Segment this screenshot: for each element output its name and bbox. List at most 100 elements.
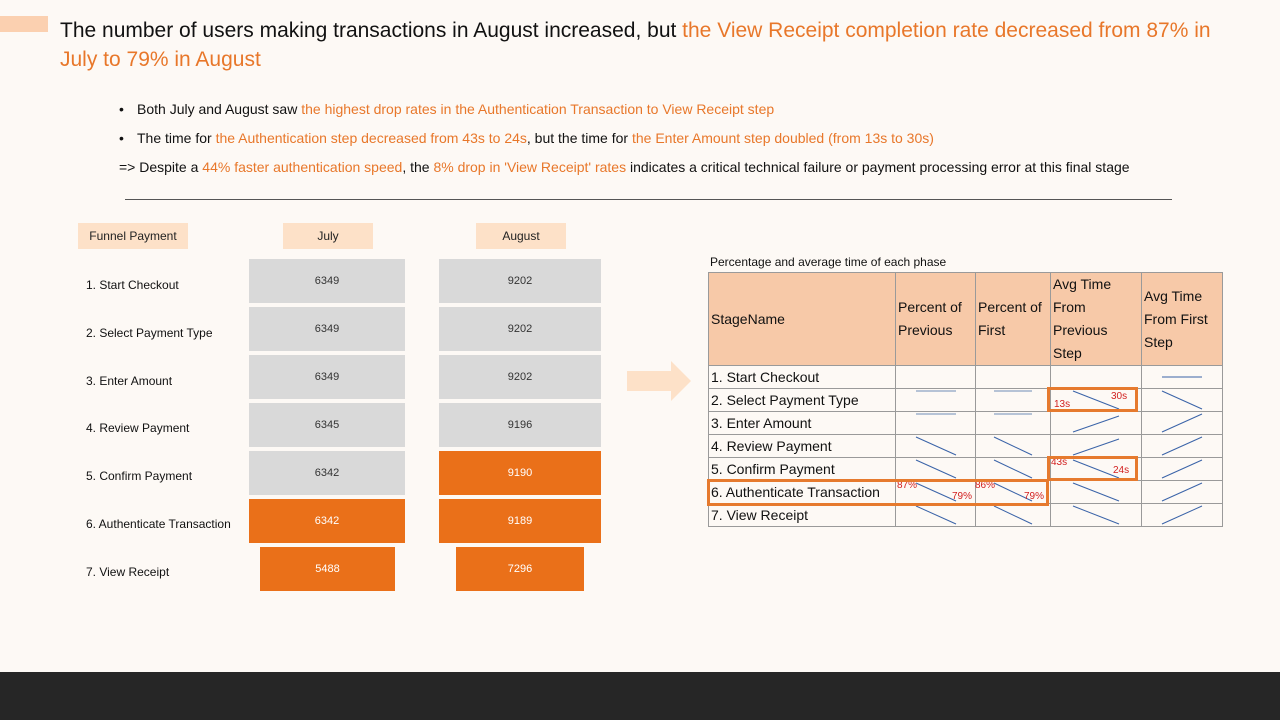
sparkline-up (1161, 436, 1203, 456)
sparkline-cell (975, 365, 1051, 389)
insight-bullet-2: • The time for the Authentication step d… (119, 128, 1199, 157)
table-header-cell: Percent of Previous (895, 272, 976, 366)
conclusion-text: => Despite a (119, 159, 203, 175)
footer-bar (0, 672, 1280, 720)
table-header-cell: Avg Time From First Step (1141, 272, 1223, 366)
august-funnel-bar-highlight: 7296 (456, 547, 584, 591)
august-funnel-bar: 9202 (439, 307, 601, 351)
july-column-header: July (283, 223, 373, 249)
table-row: 5. Confirm Payment (708, 457, 1223, 481)
table-row: 4. Review Payment (708, 434, 1223, 458)
funnel-stage-label: 1. Start Checkout (86, 278, 179, 292)
sparkline-cell (1141, 411, 1223, 435)
august-funnel-bar: 9202 (439, 355, 601, 399)
sparkline-down (915, 505, 957, 525)
sparkline-cell (975, 503, 1051, 527)
conclusion-highlight: 8% drop in 'View Receipt' rates (433, 159, 627, 175)
sparkline-cell (1141, 503, 1223, 527)
funnel-stage-label: 5. Confirm Payment (86, 469, 193, 483)
sparkline-cell (975, 388, 1051, 412)
sparkline-up (1161, 413, 1203, 433)
title-part-1: The number of users making transactions … (60, 19, 683, 42)
stage-name-cell: 6. Authenticate Transaction (708, 480, 896, 504)
sparkline-flat (994, 390, 1032, 392)
stage-name-cell: 3. Enter Amount (708, 411, 896, 435)
sparkline-down (1072, 390, 1120, 410)
sparkline-down (915, 459, 957, 479)
sparkline-up (1072, 438, 1120, 456)
title-part-2-highlight: the View Receipt completion rate decreas… (60, 19, 1211, 71)
phase-table: StageName Percent of Previous Percent of… (708, 272, 1223, 527)
table-header-row: StageName Percent of Previous Percent of… (708, 272, 1223, 366)
right-arrow-icon (627, 361, 691, 401)
bullet-highlight: the highest drop rates in the Authentica… (301, 101, 775, 117)
view-receipt-first-august: 79% (1024, 491, 1045, 502)
title-accent-bar (0, 16, 48, 32)
august-funnel-bar: 9202 (439, 259, 601, 303)
sparkline-cell (1141, 434, 1223, 458)
table-header-cell: Percent of First (975, 272, 1051, 366)
sparkline-cell (895, 434, 976, 458)
table-row: 2. Select Payment Type (708, 388, 1223, 412)
july-funnel-bar: 6349 (249, 259, 405, 303)
highlight-box-enter-amount (1047, 387, 1138, 412)
bullet-highlight: the Enter Amount step doubled (from 13s … (631, 130, 934, 146)
conclusion-text: , the (402, 159, 434, 175)
sparkline-cell (895, 503, 976, 527)
bullet-text: Both July and August saw (137, 101, 302, 117)
bullet-dot-icon: • (119, 101, 124, 117)
july-funnel-bar-highlight: 5488 (260, 547, 395, 591)
table-row: 6. Authenticate Transaction (708, 480, 1223, 504)
funnel-header: Funnel Payment (78, 223, 188, 249)
bullet-dot-icon: • (119, 130, 124, 146)
funnel-stage-label: 4. Review Payment (86, 421, 190, 435)
august-funnel-bar-highlight: 9189 (439, 499, 601, 543)
sparkline-cell (895, 457, 976, 481)
sparkline-cell (895, 480, 976, 504)
stage-name-cell: 5. Confirm Payment (708, 457, 896, 481)
august-funnel-bar-highlight: 9190 (439, 451, 601, 495)
bullet-highlight: the Authentication step decreased from 4… (215, 130, 527, 146)
sparkline-cell (1050, 365, 1142, 389)
table-header-cell: StageName (708, 272, 896, 366)
august-funnel-bar: 9196 (439, 403, 601, 447)
sparkline-flat (994, 413, 1032, 415)
funnel-stage-label: 2. Select Payment Type (86, 326, 213, 340)
sparkline-cell (895, 365, 976, 389)
july-funnel-bar: 6345 (249, 403, 405, 447)
enter-amount-july-time: 13s (1054, 399, 1071, 410)
bullet-text: The time for (137, 130, 216, 146)
sparkline-down (1161, 390, 1203, 410)
sparkline-cell (1050, 388, 1142, 412)
sparkline-down (993, 505, 1033, 525)
sparkline-cell (1050, 434, 1142, 458)
funnel-stage-label: 7. View Receipt (86, 565, 170, 579)
auth-august-time: 24s (1113, 465, 1130, 476)
sparkline-flat (916, 390, 956, 392)
view-receipt-prev-august: 79% (952, 491, 973, 502)
table-header-cell: Avg Time From Previous Step (1050, 272, 1142, 366)
july-funnel-bar: 6349 (249, 355, 405, 399)
sparkline-down (1072, 482, 1120, 502)
sparkline-cell (1050, 480, 1142, 504)
sparkline-up (1161, 505, 1203, 525)
page-title: The number of users making transactions … (60, 16, 1220, 74)
sparkline-down (993, 482, 1033, 502)
sparkline-cell (1141, 457, 1223, 481)
sparkline-cell (1141, 365, 1223, 389)
sparkline-cell (975, 434, 1051, 458)
stage-name-cell: 1. Start Checkout (708, 365, 896, 389)
funnel-stage-label: 6. Authenticate Transaction (86, 517, 231, 531)
sparkline-down (915, 482, 957, 502)
sparkline-cell (1050, 503, 1142, 527)
conclusion-highlight: 44% faster authentication speed (202, 159, 403, 175)
august-column-header: August (476, 223, 566, 249)
sparkline-up (1161, 482, 1203, 502)
sparkline-cell (1141, 480, 1223, 504)
auth-july-time: 43s (1051, 457, 1068, 468)
sparkline-up (1161, 459, 1203, 479)
stage-name-cell: 7. View Receipt (708, 503, 896, 527)
funnel-stage-label: 3. Enter Amount (86, 374, 173, 388)
sparkline-cell (975, 411, 1051, 435)
table-row: 7. View Receipt (708, 503, 1223, 527)
